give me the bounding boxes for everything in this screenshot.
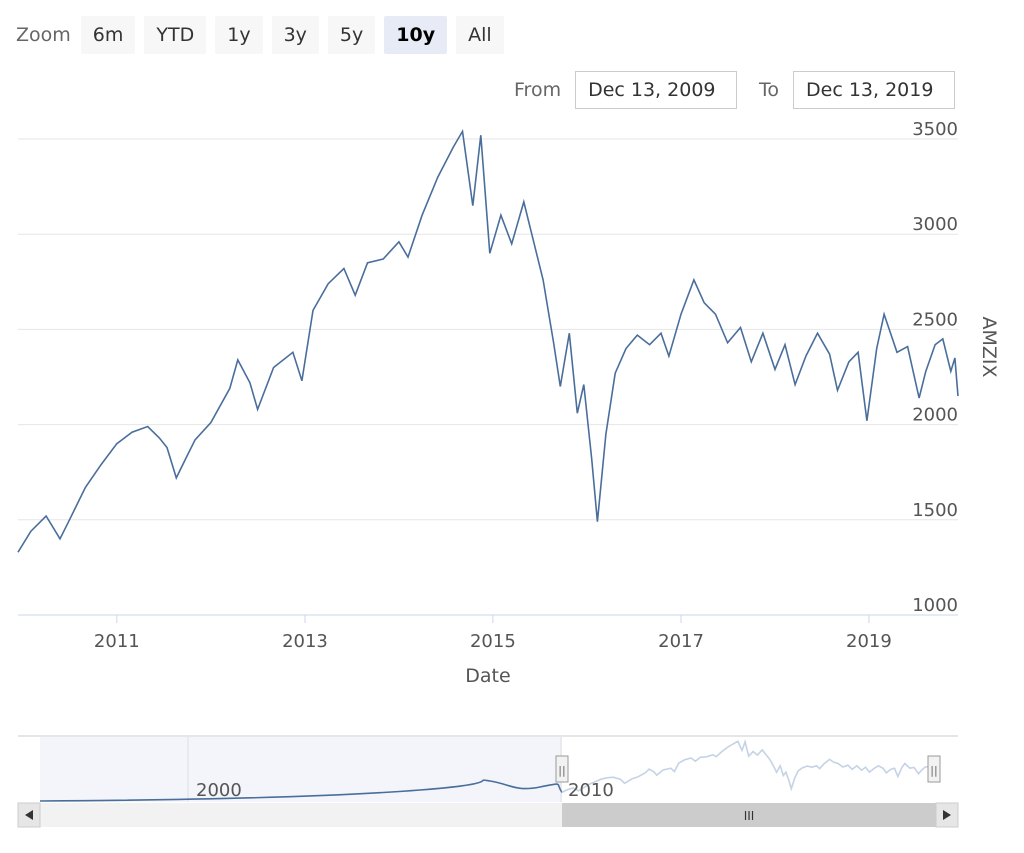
navigator-selected-line	[561, 739, 935, 794]
zoom-button-1y[interactable]: 1y	[215, 16, 263, 54]
x-tick-label: 2019	[846, 631, 892, 652]
y-tick-label: 3500	[912, 119, 958, 140]
chevron-right-icon	[943, 810, 951, 820]
y-axis-title: AMZIX	[978, 316, 1000, 377]
x-axis-title: Date	[465, 665, 510, 687]
scrollbar: III	[17, 802, 959, 828]
y-tick-label: 3000	[912, 214, 958, 235]
zoom-button-ytd[interactable]: YTD	[144, 16, 207, 54]
to-label: To	[759, 79, 780, 101]
navigator-left-handle[interactable]: ||	[555, 755, 569, 783]
x-tick-label: 2017	[658, 631, 704, 652]
zoom-bar: Zoom 6m YTD 1y 3y 5y 10y All	[16, 16, 513, 54]
grid-lines	[18, 138, 958, 616]
y-tick-label: 1500	[912, 500, 958, 521]
y-tick-label: 2500	[912, 309, 958, 330]
zoom-buttons: 6m YTD 1y 3y 5y 10y All	[80, 16, 513, 54]
y-tick-label: 2000	[912, 405, 958, 426]
zoom-button-6m[interactable]: 6m	[80, 16, 136, 54]
chevron-left-icon	[25, 810, 33, 820]
x-tick-label: 2015	[470, 631, 516, 652]
range-from: From Dec 13, 2009	[514, 71, 738, 109]
y-axis-ticks: 1000 1500 2000 2500 3000 3500	[912, 119, 958, 616]
from-date-input[interactable]: Dec 13, 2009	[575, 71, 738, 109]
navigator-tick-label: 2000	[196, 780, 242, 801]
range-to: To Dec 13, 2019	[759, 71, 956, 109]
y-tick-label: 1000	[912, 595, 958, 616]
scrollbar-grip: III	[744, 809, 755, 823]
scrollbar-thumb[interactable]	[562, 803, 936, 827]
x-tick-label: 2013	[282, 631, 328, 652]
zoom-button-5y[interactable]: 5y	[327, 16, 376, 54]
zoom-button-3y[interactable]: 3y	[271, 16, 319, 54]
navigator-tick-label: 2010	[568, 780, 614, 801]
x-tick-label: 2011	[94, 631, 140, 652]
x-axis-ticks: 2011 2013 2015 2017 2019	[94, 615, 892, 652]
navigator-outside-mask	[40, 737, 562, 802]
to-date-input[interactable]: Dec 13, 2019	[793, 71, 956, 109]
zoom-button-10y[interactable]: 10y	[384, 16, 448, 54]
handle-grip: ||	[558, 764, 565, 777]
series-line	[17, 129, 959, 553]
navigator-right-handle[interactable]: ||	[927, 755, 941, 783]
navigator: 2000 2010 || ||	[18, 735, 958, 802]
zoom-button-all[interactable]: All	[456, 16, 504, 54]
handle-grip: ||	[930, 764, 937, 777]
zoom-label: Zoom	[16, 24, 71, 46]
navigator-history-line	[39, 779, 563, 802]
from-label: From	[514, 79, 562, 101]
